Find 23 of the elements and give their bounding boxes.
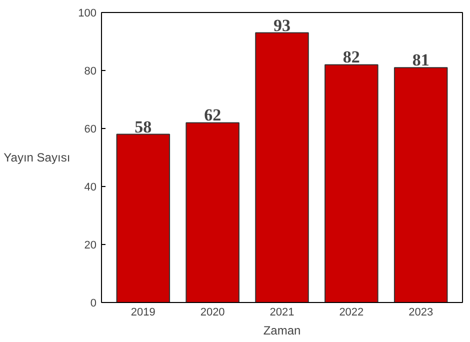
data-label: 58 bbox=[134, 117, 152, 136]
bar bbox=[394, 67, 448, 302]
x-tick-label: 2019 bbox=[130, 306, 156, 318]
bar bbox=[255, 32, 309, 302]
data-label: 82 bbox=[342, 48, 360, 67]
x-tick-label: 2020 bbox=[200, 306, 225, 318]
y-tick-label: 20 bbox=[84, 240, 97, 252]
data-label: 93 bbox=[274, 16, 290, 35]
bar bbox=[186, 122, 240, 302]
x-tick-label: 2023 bbox=[408, 306, 434, 318]
x-tick-label: 2021 bbox=[270, 306, 294, 318]
y-tick-label: 40 bbox=[84, 182, 97, 194]
x-axis-title: Zaman bbox=[263, 324, 301, 338]
data-label: 62 bbox=[204, 106, 222, 125]
bar bbox=[324, 64, 378, 302]
data-label: 81 bbox=[412, 50, 430, 70]
x-tick-label: 2022 bbox=[339, 306, 364, 318]
y-axis-title: Yayın Sayısı bbox=[4, 150, 70, 164]
y-tick-label: 80 bbox=[84, 66, 97, 78]
bar bbox=[116, 134, 170, 302]
y-tick-label: 0 bbox=[90, 298, 97, 310]
y-tick-label: 60 bbox=[84, 124, 97, 136]
y-tick-label: 100 bbox=[78, 8, 97, 20]
